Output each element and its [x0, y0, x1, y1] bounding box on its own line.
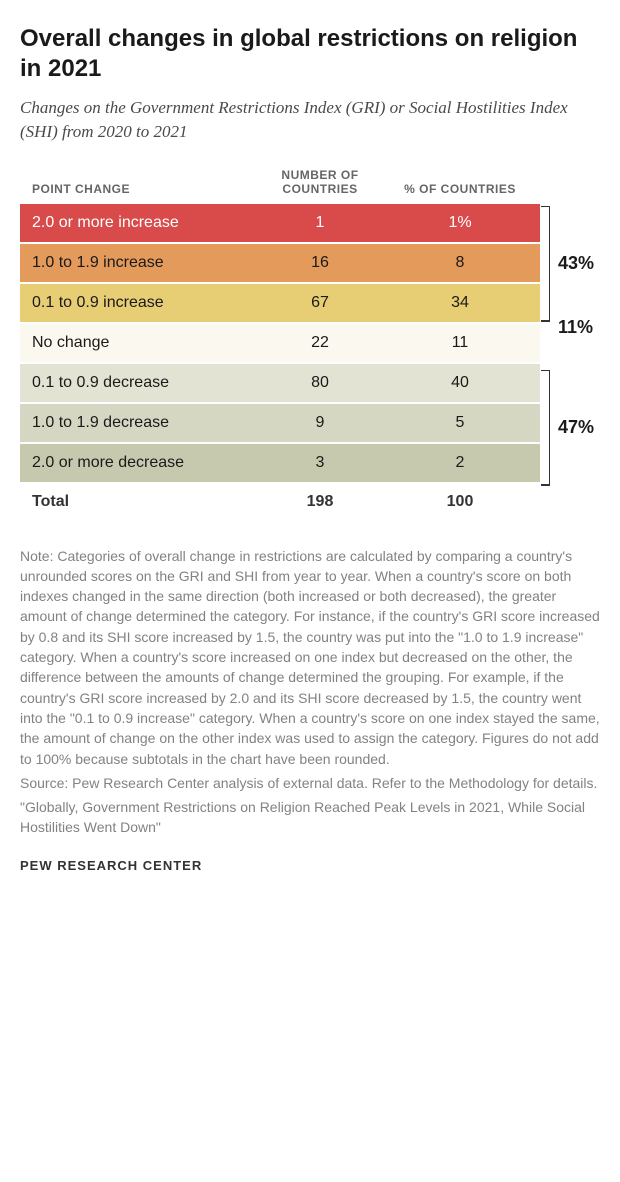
col-header-num-countries: NUMBER OF COUNTRIES [250, 168, 390, 196]
total-pct: 100 [390, 493, 530, 511]
table-row: 1.0 to 1.9 increase168 [20, 242, 540, 282]
group-bracket [542, 370, 550, 486]
group-pct-label: 11% [558, 317, 593, 338]
group-pct-label: 43% [558, 253, 594, 274]
row-pct: 8 [390, 254, 530, 272]
total-label: Total [20, 493, 250, 511]
col-header-point-change: POINT CHANGE [20, 182, 250, 196]
row-pct: 2 [390, 454, 530, 472]
chart-subtitle: Changes on the Government Restrictions I… [20, 96, 600, 144]
row-label: 2.0 or more decrease [20, 454, 250, 472]
group-pct-label: 47% [558, 417, 594, 438]
row-label: 0.1 to 0.9 increase [20, 294, 250, 312]
row-label: 1.0 to 1.9 increase [20, 254, 250, 272]
col-header-pct-countries: % OF COUNTRIES [390, 182, 530, 196]
group-bracket [542, 206, 550, 322]
row-label: 2.0 or more increase [20, 214, 250, 232]
row-label: No change [20, 334, 250, 352]
row-pct: 11 [390, 334, 530, 352]
table-row: No change2211 [20, 322, 540, 362]
table-row-total: Total 198 100 [20, 482, 540, 522]
row-pct: 5 [390, 414, 530, 432]
note-text: Note: Categories of overall change in re… [20, 546, 600, 769]
row-label: 1.0 to 1.9 decrease [20, 414, 250, 432]
table-row: 2.0 or more decrease32 [20, 442, 540, 482]
row-num: 80 [250, 374, 390, 392]
chart-title: Overall changes in global restrictions o… [20, 24, 600, 84]
row-num: 67 [250, 294, 390, 312]
data-table: POINT CHANGE NUMBER OF COUNTRIES % OF CO… [20, 168, 600, 522]
table-row: 0.1 to 0.9 increase6734 [20, 282, 540, 322]
row-num: 3 [250, 454, 390, 472]
row-num: 22 [250, 334, 390, 352]
row-num: 9 [250, 414, 390, 432]
footer-brand: PEW RESEARCH CENTER [20, 858, 600, 873]
row-label: 0.1 to 0.9 decrease [20, 374, 250, 392]
table-header-row: POINT CHANGE NUMBER OF COUNTRIES % OF CO… [20, 168, 540, 202]
row-num: 16 [250, 254, 390, 272]
table-row: 1.0 to 1.9 decrease95 [20, 402, 540, 442]
row-pct: 1% [390, 214, 530, 232]
table-row: 2.0 or more increase11% [20, 202, 540, 242]
table-row: 0.1 to 0.9 decrease8040 [20, 362, 540, 402]
row-pct: 40 [390, 374, 530, 392]
row-pct: 34 [390, 294, 530, 312]
total-num: 198 [250, 493, 390, 511]
row-num: 1 [250, 214, 390, 232]
quote-text: "Globally, Government Restrictions on Re… [20, 797, 600, 838]
source-text: Source: Pew Research Center analysis of … [20, 773, 600, 793]
